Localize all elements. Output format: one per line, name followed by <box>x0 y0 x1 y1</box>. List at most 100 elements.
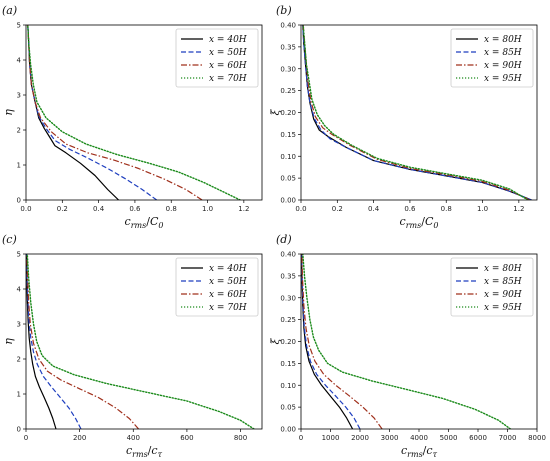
y-tick-label: 5 <box>17 251 21 259</box>
legend-entry: x = 50H <box>209 48 247 58</box>
y-tick-label: 0.35 <box>280 272 296 280</box>
series-line-3 <box>302 25 529 200</box>
y-tick-label: 0.25 <box>280 87 296 95</box>
x-tick-label: 3000 <box>381 434 399 442</box>
y-tick-label: 0.05 <box>280 404 296 412</box>
series-group <box>27 25 241 200</box>
y-tick-label: 0.40 <box>280 22 296 30</box>
y-tick-label: 3 <box>17 321 21 329</box>
panel-1: 0.0 0.2 0.4 0.6 0.8 1.0 1.2 0.00 0.05 0.10 0.15 0.2… <box>269 4 538 230</box>
plot-frame <box>25 24 263 201</box>
series-line-1 <box>27 25 158 200</box>
y-tick-label: 0.15 <box>280 360 296 368</box>
legend-entry: x = 60H <box>209 61 247 71</box>
x-tick-label: 1.0 <box>202 205 213 213</box>
x-tick-label: 600 <box>180 434 193 442</box>
y-tick-label: 1 <box>17 391 21 399</box>
y-tick-label: 4 <box>17 286 22 294</box>
y-tick-label: 0.25 <box>280 316 296 324</box>
x-tick-label: 4000 <box>410 434 428 442</box>
panel-label: (d) <box>276 233 292 246</box>
x-tick-label: 5000 <box>440 434 458 442</box>
x-tick-label: 400 <box>127 434 140 442</box>
y-tick-label: 2 <box>17 127 21 135</box>
y-tick-label: 4 <box>17 57 22 65</box>
y-tick-label: 2 <box>17 356 21 364</box>
legend-entry: x = 70H <box>209 303 247 313</box>
x-tick-label: 0 <box>299 434 303 442</box>
legend-entry: x = 90H <box>484 61 522 71</box>
series-group <box>26 254 255 429</box>
x-tick-label: 800 <box>234 434 247 442</box>
series-group <box>301 254 512 429</box>
x-axis-label: crms​/C0​ <box>400 215 439 230</box>
series-line-0 <box>27 25 120 200</box>
series-line-1 <box>26 254 82 429</box>
series-line-2 <box>26 254 140 429</box>
y-tick-label: 3 <box>17 92 21 100</box>
legend-entry: x = 80H <box>484 35 522 45</box>
y-tick-label: 0 <box>17 426 21 434</box>
x-tick-label: 0.6 <box>404 205 416 213</box>
panel-0: 0.0 0.2 0.4 0.6 0.8 1.0 1.2 0 1 2 3 4 5 crms​/C0​ η (a)… <box>2 4 263 230</box>
x-tick-label: 0.6 <box>129 205 141 213</box>
series-group <box>302 25 532 200</box>
series-line-1 <box>302 25 532 200</box>
x-tick-label: 1.0 <box>477 205 488 213</box>
y-tick-label: 1 <box>17 162 21 170</box>
plot-frame <box>25 253 263 430</box>
panel-label: (c) <box>2 233 17 246</box>
y-axis-label: ξ <box>269 338 282 345</box>
panel-label: (b) <box>276 4 292 17</box>
x-tick-label: 0.8 <box>166 205 177 213</box>
legend-box <box>175 257 259 317</box>
y-tick-label: 0.30 <box>280 65 296 73</box>
legend-entry: x = 95H <box>484 74 522 84</box>
x-axis-label: crms​/cτ​ <box>401 444 438 459</box>
legend: x = 40H x = 50H x = 60H x = 70H <box>175 28 259 88</box>
y-axis-label: ξ <box>269 109 282 116</box>
x-tick-label: 0.2 <box>332 205 343 213</box>
legend-entry: x = 95H <box>484 303 522 313</box>
y-tick-label: 5 <box>17 22 21 30</box>
legend-entry: x = 40H <box>209 264 247 274</box>
series-line-0 <box>301 254 354 429</box>
x-tick-label: 0.0 <box>20 205 31 213</box>
y-tick-label: 0.05 <box>280 175 296 183</box>
x-tick-label: 0.2 <box>57 205 68 213</box>
legend: x = 80H x = 85H x = 90H x = 95H <box>450 257 534 317</box>
y-tick-label: 0.30 <box>280 294 296 302</box>
x-tick-label: 0.4 <box>368 205 380 213</box>
series-line-2 <box>301 254 383 429</box>
x-axis-label: crms​/cτ​ <box>126 444 163 459</box>
legend-entry: x = 70H <box>209 74 247 84</box>
y-tick-label: 0.10 <box>280 382 296 390</box>
legend-entry: x = 60H <box>209 290 247 300</box>
legend-entry: x = 90H <box>484 290 522 300</box>
x-tick-label: 1000 <box>322 434 340 442</box>
panel-3: 0 1000 2000 3000 4000 5000 6000 7000 8000 0.00 0.0… <box>269 233 546 459</box>
legend: x = 80H x = 85H x = 90H x = 95H <box>450 28 534 88</box>
x-tick-label: 2000 <box>351 434 369 442</box>
series-line-2 <box>302 25 530 200</box>
x-tick-label: 1.2 <box>238 205 249 213</box>
legend-box <box>175 28 259 88</box>
y-tick-label: 0.15 <box>280 131 296 139</box>
x-tick-label: 0.8 <box>441 205 452 213</box>
x-tick-label: 0.0 <box>295 205 306 213</box>
panel-label: (a) <box>2 4 17 17</box>
legend-entry: x = 85H <box>484 48 522 58</box>
x-tick-label: 0.4 <box>93 205 105 213</box>
series-line-1 <box>301 254 361 429</box>
y-tick-label: 0.35 <box>280 43 296 51</box>
legend-entry: x = 50H <box>209 277 247 287</box>
series-line-3 <box>27 25 241 200</box>
x-axis-label: crms​/C0​ <box>125 215 164 230</box>
y-tick-label: 0.20 <box>280 109 296 117</box>
x-tick-label: 1.2 <box>513 205 524 213</box>
y-tick-label: 0.10 <box>280 153 296 161</box>
legend-entry: x = 80H <box>484 264 522 274</box>
legend-box <box>450 257 534 317</box>
